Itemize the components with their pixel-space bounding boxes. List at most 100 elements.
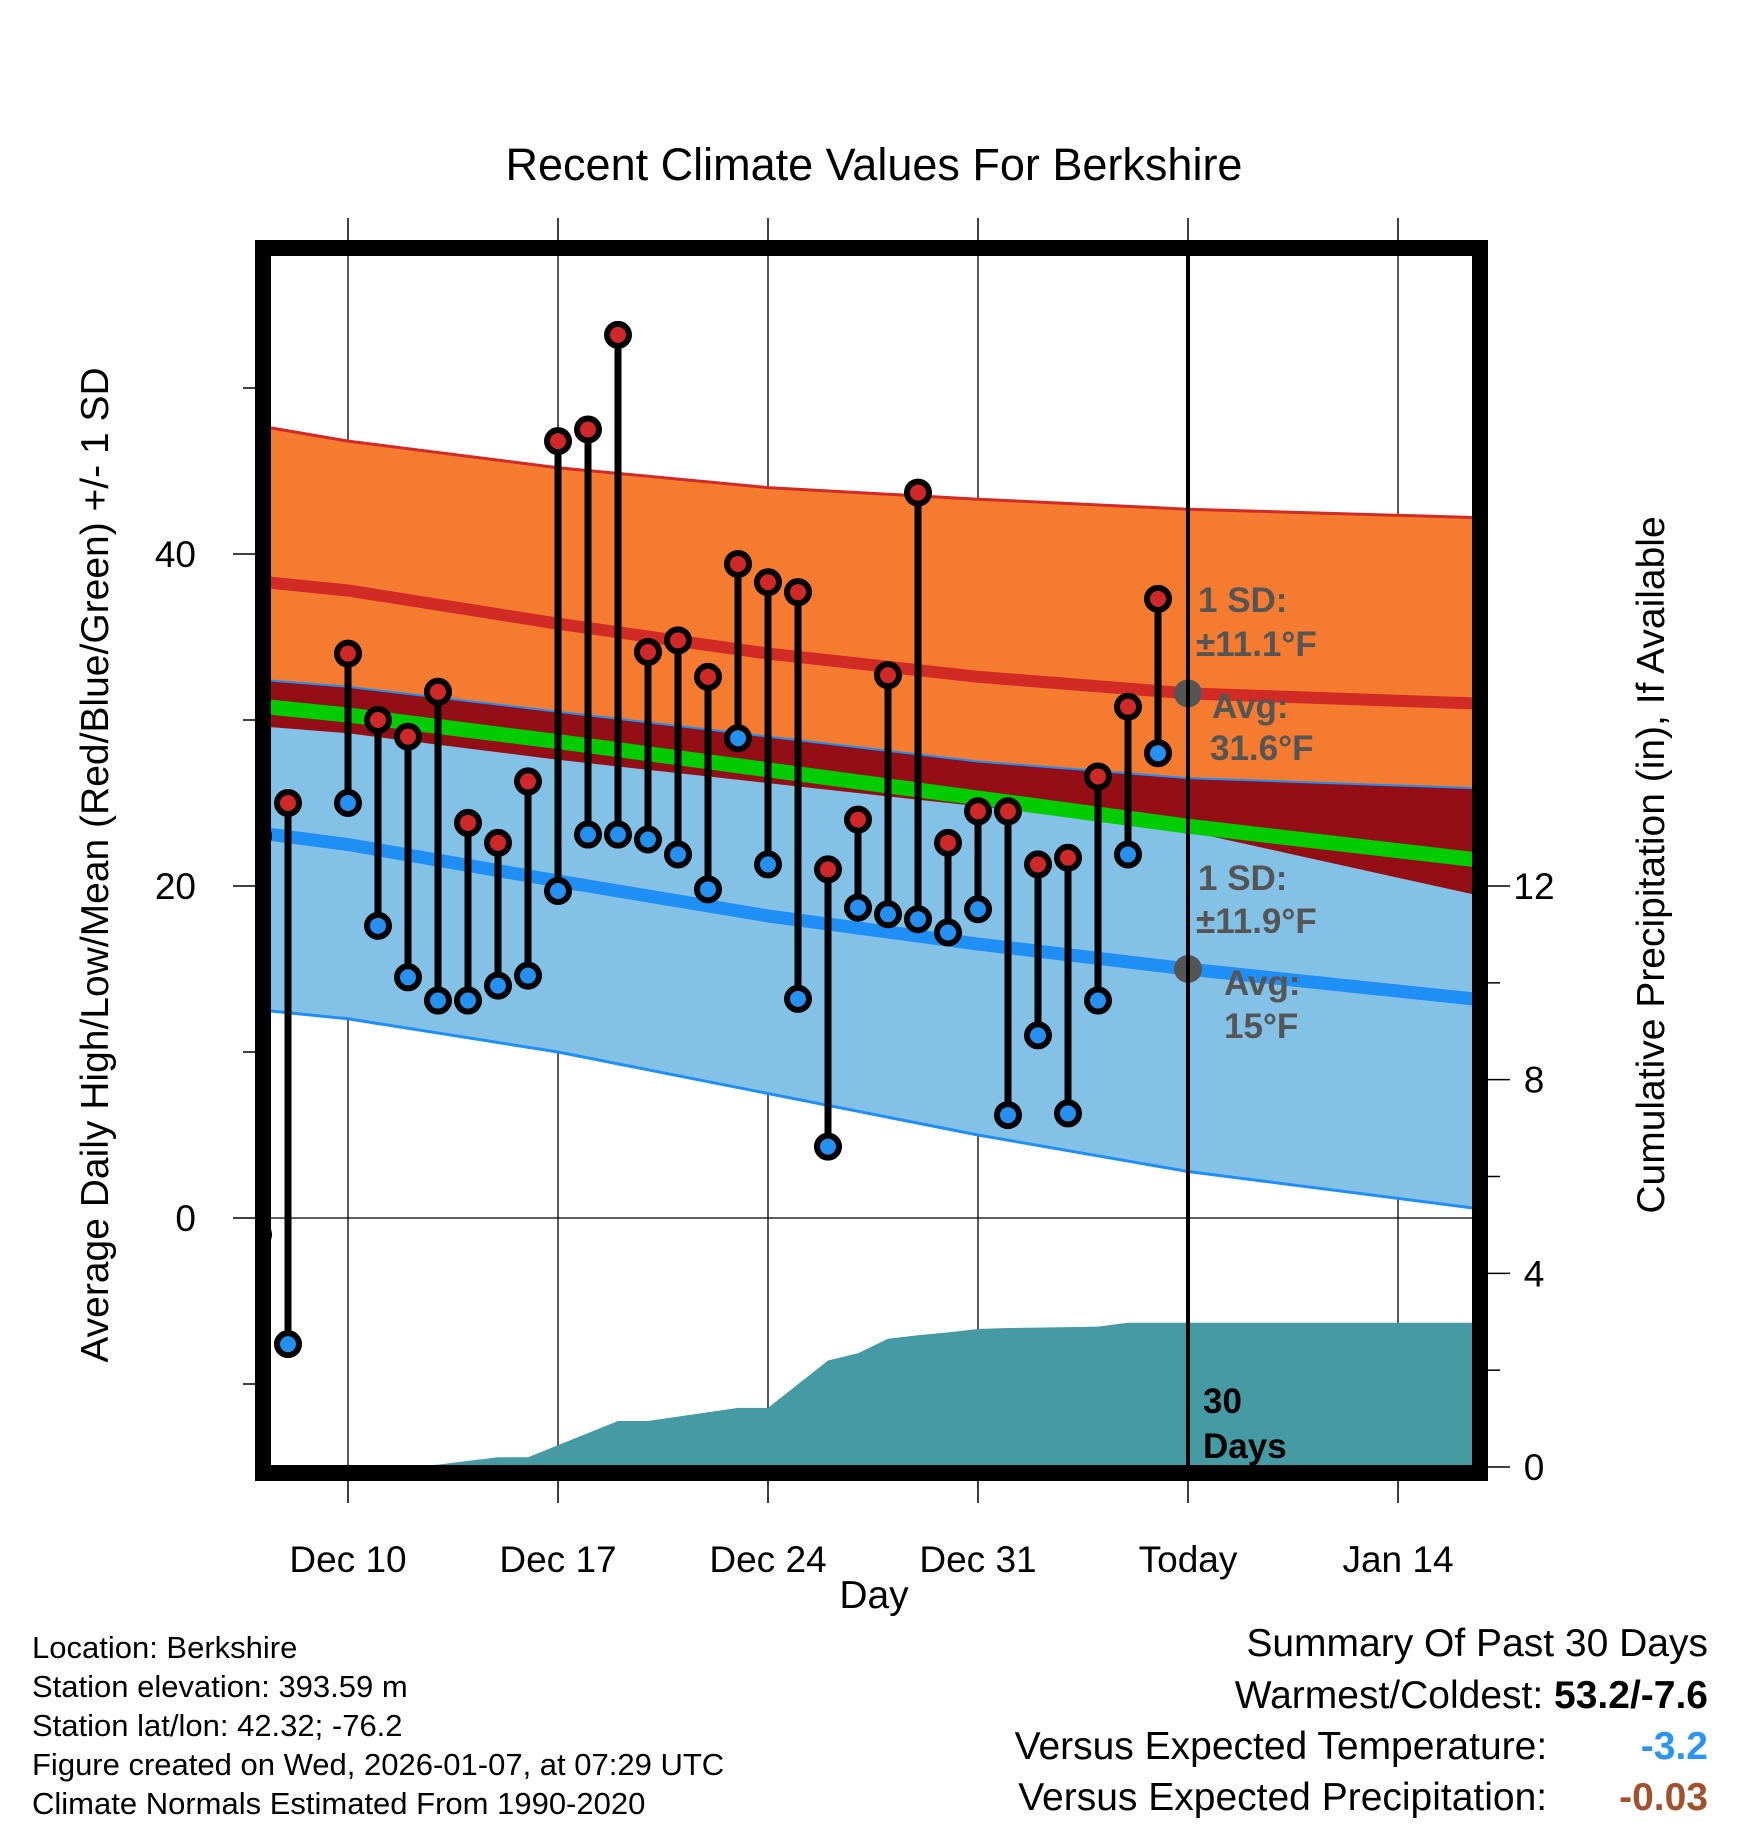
x-tick-label: Jan 14 [1342,1539,1453,1580]
high-sd-label: 1 SD: [1198,581,1287,620]
daily-low-point [604,820,632,849]
y-axis-label-left: Average Daily High/Low/Mean (Red/Blue/Gr… [74,367,117,1362]
daily-low-point [964,895,992,924]
daily-low-point [664,840,692,869]
daily-high-point [334,639,362,668]
daily-high-point [274,789,302,817]
precip-value: -0.03 [1619,1776,1708,1819]
daily-low-point [784,984,812,1013]
daily-high-point [1054,843,1082,872]
y-right-tick-label: 4 [1524,1253,1545,1294]
daily-low-point [874,900,902,929]
daily-low-point [1054,1099,1082,1128]
daily-low-point [394,963,422,992]
daily-high-point [664,626,692,655]
y-left-tick-label: 20 [155,866,196,907]
high-avg-label: Avg: [1212,687,1288,726]
daily-high-point [694,662,722,691]
daily-high-point [454,808,482,837]
daily-low-point [634,825,662,854]
daily-low-point [514,961,542,990]
daily-high-point [634,637,662,666]
daily-high-point [364,706,392,734]
daily-low-point [364,911,392,940]
daily-high-point [1144,584,1172,613]
daily-high-point [424,677,452,706]
elevation-text: Station elevation: 393.59 m [32,1669,408,1704]
normals-text: Climate Normals Estimated From 1990-2020 [32,1786,646,1821]
chart-title: Recent Climate Values For Berkshire [506,139,1243,190]
daily-high-point [784,578,812,607]
temp-label: Versus Expected Temperature: [1014,1725,1548,1768]
daily-low-point [724,724,752,753]
daily-low-point [754,850,782,879]
low-avg-label: Avg: [1224,964,1300,1003]
location-text: Location: Berkshire [32,1630,298,1665]
normal-bands [263,425,1474,1210]
low-avg-value: 15°F [1224,1007,1298,1046]
daily-low-point [454,986,482,1015]
daily-high-point [544,427,572,456]
daily-low-point [1024,1021,1052,1050]
daily-low-point [1114,840,1142,869]
window-label-number: 30 [1203,1382,1242,1421]
daily-high-point [994,797,1022,826]
precip-label: Versus Expected Precipitation: [1018,1776,1548,1819]
low-sd-label: 1 SD: [1198,859,1287,898]
daily-low-point [574,820,602,849]
daily-high-point [934,828,962,857]
x-tick-label: Dec 24 [709,1539,826,1580]
warm-cold-value: 53.2/-7.6 [1554,1674,1708,1717]
daily-low-point [424,986,452,1015]
axes: Dec 10 Dec 17 Dec 24 Dec 31 Today Jan 14 0 20 40… [155,218,1555,1580]
daily-high-point [1084,762,1112,791]
daily-high-point [1024,850,1052,879]
observations [263,320,1172,1359]
precipitation-area [263,1322,1473,1473]
temp-value: -3.2 [1640,1725,1708,1768]
daily-low-point [274,1330,302,1359]
y-right-tick-label: 12 [1513,866,1554,907]
x-tick-label: Dec 31 [919,1539,1036,1580]
daily-high-point [484,828,512,857]
x-axis-label: Day [839,1574,909,1617]
temp-row: Versus Expected Temperature: -3.2 [1015,1721,1708,1772]
x-tick-label: Today [1139,1539,1238,1580]
x-tick-label: Dec 17 [499,1539,616,1580]
warm-cold-label: Warmest/Coldest: [1234,1674,1544,1717]
daily-low-point [694,875,722,904]
daily-high-point [1114,692,1142,721]
daily-low-point [1144,739,1172,768]
y-axis-label-right: Cumulative Precipitation (in), If Availa… [1630,516,1673,1213]
x-tick-label: Dec 10 [289,1539,406,1580]
daily-high-point [754,568,782,597]
summary-panel: Summary Of Past 30 Days Warmest/Coldest:… [1015,1618,1708,1823]
y-left-tick-label: 40 [155,534,196,575]
daily-low-point [334,789,362,817]
window-label-days: Days [1203,1427,1287,1466]
daily-low-point [1084,986,1112,1015]
y-left-tick-label: 0 [175,1198,196,1239]
y-right-tick-label: 8 [1524,1060,1545,1101]
daily-high-point [964,797,992,826]
station-info: Location: Berkshire Station elevation: 3… [32,1628,724,1823]
latlon-text: Station lat/lon: 42.32; -76.2 [32,1708,403,1743]
plot-frame [255,240,1488,1481]
daily-high-point [844,805,872,834]
daily-high-point [394,722,422,751]
daily-high-point [724,549,752,578]
precipitation-fill [263,1322,1473,1473]
daily-high-point [814,855,842,884]
low-sd-value: ±11.9°F [1196,902,1317,941]
daily-high-point [874,661,902,690]
daily-high-point [904,478,932,507]
daily-high-point [604,320,632,349]
daily-low-point [544,876,572,905]
daily-low-point [484,971,512,1000]
precip-row: Versus Expected Precipitation: -0.03 [1015,1772,1708,1823]
daily-low-point [844,893,872,922]
created-text: Figure created on Wed, 2026-01-07, at 07… [32,1747,725,1782]
daily-low-point [814,1132,842,1161]
